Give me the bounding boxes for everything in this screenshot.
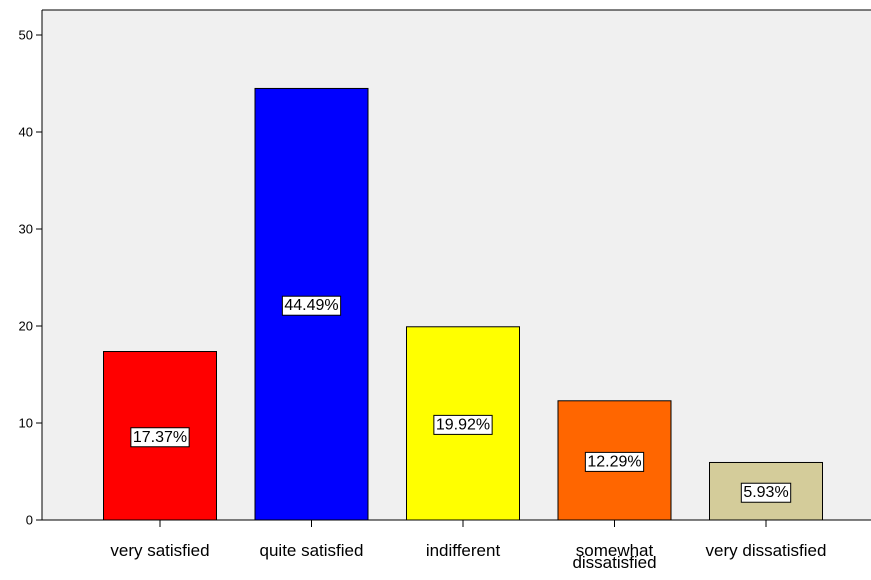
y-tick-label: 0 — [26, 513, 33, 528]
data-label-box — [740, 482, 792, 503]
data-label: 44.49% — [284, 297, 338, 314]
y-ticks-group: 0 10 20 30 40 50 — [19, 28, 42, 528]
y-tick-label: 40 — [19, 125, 33, 140]
x-ticks-group: very satisfied quite satisfied indifferent… — [110, 520, 826, 572]
data-label: 5.93% — [743, 484, 788, 501]
data-label-box — [433, 414, 493, 435]
y-tick-label: 20 — [19, 319, 33, 334]
x-tick-label: quite satisfied — [260, 541, 364, 560]
x-tick-label: very dissatisfied — [706, 541, 827, 560]
data-label: 17.37% — [133, 429, 187, 446]
data-label-box — [584, 451, 645, 472]
x-tick-label: somewhat — [576, 541, 654, 560]
y-tick-label: 50 — [19, 28, 33, 43]
data-label: 19.92% — [436, 416, 490, 433]
data-label: 12.29% — [587, 453, 641, 470]
x-tick-label: dissatisfied — [572, 553, 656, 572]
data-label-box — [281, 295, 342, 316]
y-tick-label: 30 — [19, 222, 33, 237]
x-tick-label: indifferent — [426, 541, 501, 560]
x-tick-label: very satisfied — [110, 541, 209, 560]
y-tick-label: 10 — [19, 416, 33, 431]
data-labels-group: 17.37% 44.49% 19.92% 12.29% 5.93% — [130, 295, 792, 503]
data-label-box — [130, 427, 190, 448]
